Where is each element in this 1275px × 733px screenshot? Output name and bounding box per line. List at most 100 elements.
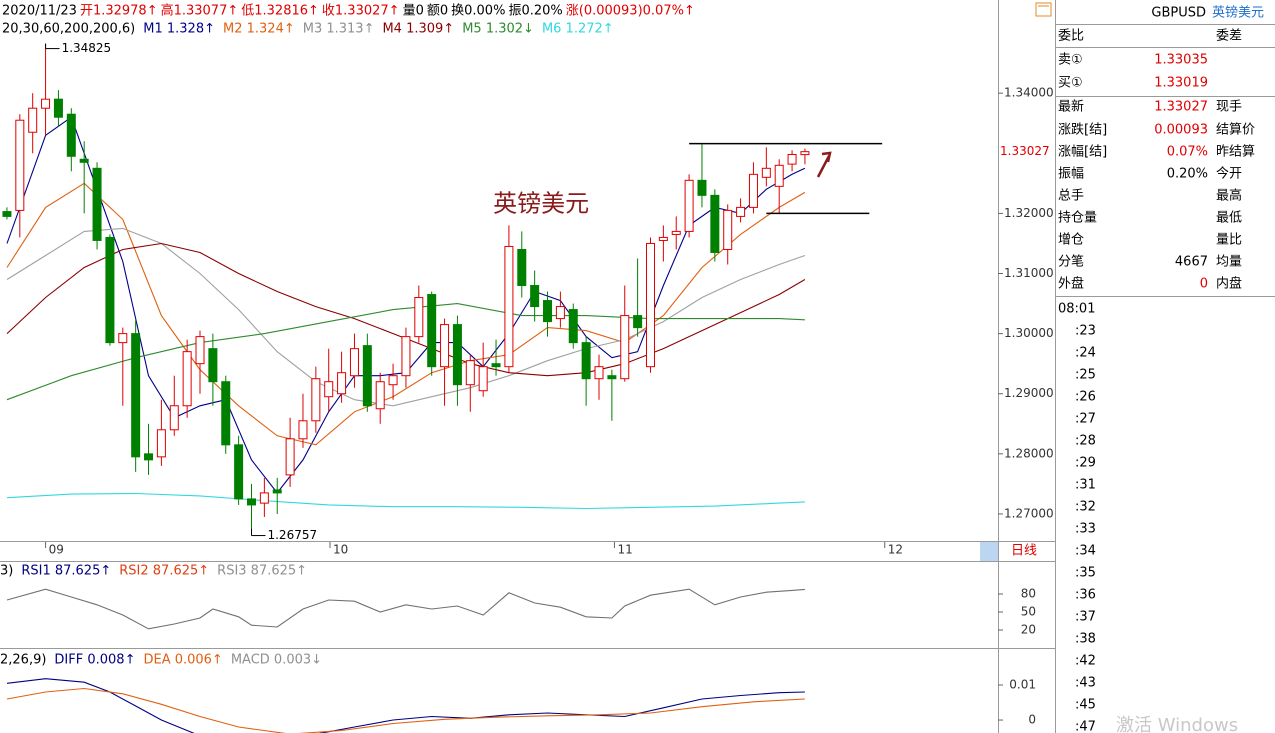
indicator-line: [6, 116, 806, 494]
row-label: 分笔: [1058, 254, 1084, 270]
tick-time: :47: [1075, 720, 1096, 733]
candle-body: [349, 348, 359, 377]
candle-body: [452, 324, 462, 386]
chart-layer: 2020/11/23 开1.32978↑ 高1.33077↑ 低1.32816↑ 收1.…: [0, 3, 1264, 733]
row-label: 涨跌[结]: [1058, 122, 1107, 138]
legend-entry: DIFF 0.008↑: [54, 653, 135, 668]
indicator-line: [6, 242, 806, 377]
last-price: 1.33027: [1000, 144, 1050, 158]
x-tick-label: 12: [888, 543, 903, 557]
row-label: 委比: [1058, 29, 1084, 44]
row-label: 外盘: [1058, 276, 1084, 292]
plot-area: [6, 588, 805, 630]
symbol: GBPUSD: [1151, 6, 1206, 21]
candle-body: [221, 381, 231, 446]
tick-time: :35: [1075, 566, 1096, 581]
row-value: 0.20%: [1167, 167, 1208, 182]
row-label: 持仓量: [1058, 211, 1097, 226]
y-tick-label: 80: [1021, 586, 1036, 600]
x-tick-label: 09: [49, 543, 64, 557]
candle-body: [774, 164, 784, 187]
row-label: 振幅: [1058, 167, 1084, 182]
legend-entry: M2 1.324↑: [223, 22, 295, 37]
candle-body: [684, 179, 694, 232]
candle-body: [465, 360, 475, 386]
row-value: 0: [1200, 277, 1208, 292]
quote-item: 2020/11/23: [2, 4, 77, 19]
candle-body: [156, 429, 166, 458]
candle-body: [298, 420, 308, 440]
tick-time: 08:01: [1058, 302, 1095, 317]
candle-body: [272, 489, 282, 494]
y-tick-label: 1.29000: [1004, 386, 1054, 400]
tick-time: :23: [1075, 324, 1096, 339]
legend-entry: 2,26,9): [0, 653, 46, 668]
candle-body: [208, 348, 218, 383]
extreme-label: 1.34825: [62, 41, 112, 55]
candle-body: [2, 211, 12, 217]
x-tick-label: 11: [617, 543, 632, 557]
candle-body: [440, 324, 450, 368]
tick-time: :24: [1075, 346, 1096, 361]
row-label: 卖①: [1058, 53, 1083, 68]
row-value: 1.33019: [1154, 76, 1208, 91]
row-label: 总手: [1058, 189, 1084, 204]
candle-body: [337, 372, 347, 395]
candle-body: [787, 153, 797, 165]
window-button[interactable]: [1035, 2, 1052, 17]
row-label: 涨幅[结]: [1058, 145, 1107, 160]
candle-body: [15, 119, 25, 211]
row-label: 最高: [1216, 188, 1242, 204]
quote-item: 涨(0.00093)0.07%↑: [566, 4, 695, 19]
y-tick-label: 1.31000: [1004, 266, 1054, 280]
row-label: 委差: [1216, 29, 1242, 44]
candle-body: [723, 209, 733, 250]
candle-body: [362, 345, 372, 407]
plot-area: [6, 678, 805, 733]
row-label: 增仓: [1058, 233, 1084, 248]
indicator-line: [6, 588, 805, 630]
period-label: 日线: [1011, 544, 1037, 559]
row-label: 内盘: [1216, 276, 1242, 292]
row-value: 0.00093: [1154, 123, 1208, 138]
indicator-line: [6, 227, 806, 407]
candle-body: [401, 336, 411, 377]
candle-body: [169, 405, 179, 431]
candle-body: [144, 453, 154, 461]
quote-item: 开1.32978↑: [80, 4, 158, 19]
candle-body: [491, 363, 501, 368]
y-tick-label: 0.01: [1009, 678, 1036, 692]
candle-body: [414, 297, 424, 338]
candle-body: [697, 179, 707, 196]
candle-body: [427, 294, 437, 368]
y-tick-label: 1.34000: [1004, 86, 1054, 100]
candle-body: [800, 151, 810, 156]
row-value: 0.07%: [1167, 145, 1208, 160]
candle-body: [568, 309, 578, 344]
tick-time: :36: [1075, 588, 1096, 603]
scroll-box[interactable]: [980, 542, 998, 561]
row-label: 现手: [1216, 100, 1242, 115]
tick-time: :28: [1075, 434, 1096, 449]
candle-body: [517, 248, 527, 287]
watermark: 激活 Windows: [1116, 715, 1238, 733]
candle-body: [79, 158, 89, 163]
symbol-name: 英镑美元: [1212, 5, 1264, 21]
y-tick-label: 1.32000: [1004, 206, 1054, 220]
tick-time: :43: [1075, 676, 1096, 691]
quote-item: 低1.32816↑: [241, 4, 319, 19]
candle-body: [581, 342, 591, 380]
y-tick-label: 50: [1021, 604, 1036, 618]
candle-body: [658, 236, 668, 241]
indicator-line: [6, 303, 805, 401]
candle-body: [504, 245, 514, 368]
tick-time: :29: [1075, 456, 1096, 471]
candle-body: [182, 351, 192, 407]
tick-time: :31: [1075, 478, 1096, 493]
candle-body: [324, 381, 334, 398]
legend-entry: DEA 0.006↑: [143, 653, 222, 668]
candle-body: [66, 113, 76, 157]
candle-body: [311, 378, 321, 422]
candle-body: [53, 98, 63, 118]
